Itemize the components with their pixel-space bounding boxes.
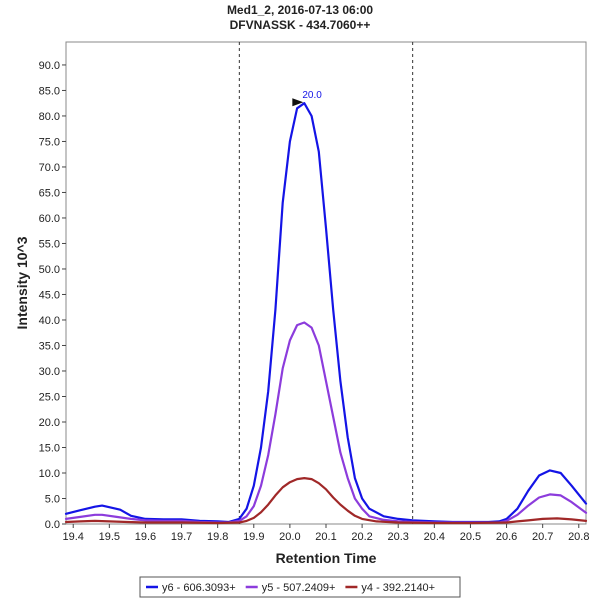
x-tick-label: 20.6 xyxy=(496,531,517,543)
peak-label: 20.0 xyxy=(302,90,322,101)
x-tick-label: 19.9 xyxy=(243,531,264,543)
x-tick-label: 20.5 xyxy=(460,531,481,543)
y-tick-label: 40.0 xyxy=(39,315,60,327)
y-tick-label: 45.0 xyxy=(39,289,60,301)
series-line xyxy=(64,102,588,524)
x-tick-label: 20.2 xyxy=(351,531,372,543)
x-tick-label: 20.0 xyxy=(279,531,300,543)
x-axis: 19.4 19.5 19.6 19.7 19.8 19.9 20.0 20.1 20.2 20.3… xyxy=(63,524,589,543)
y-tick-label: 80.0 xyxy=(39,111,60,123)
y-tick-label: 0.0 xyxy=(45,519,60,531)
x-tick-label: 19.6 xyxy=(135,531,156,543)
x-tick-label: 20.8 xyxy=(568,531,589,543)
legend-entry: y6 - 606.3093+ xyxy=(162,582,236,594)
series-line xyxy=(64,321,588,524)
plot-area xyxy=(65,41,587,525)
chart-title: Med1_2, 2016-07-13 06:00 xyxy=(227,3,373,17)
y-tick-label: 10.0 xyxy=(39,468,60,480)
y-tick-label: 60.0 xyxy=(39,213,60,225)
y-axis-title: Intensity 10^3 xyxy=(14,236,30,329)
peak-annotation: 20.0 xyxy=(292,90,322,107)
y-tick-label: 35.0 xyxy=(39,340,60,352)
x-tick-label: 20.1 xyxy=(315,531,336,543)
integration-boundaries xyxy=(238,42,414,524)
x-tick-label: 20.3 xyxy=(388,531,409,543)
x-tick-label: 19.8 xyxy=(207,531,228,543)
series-line xyxy=(64,477,588,525)
y-tick-label: 90.0 xyxy=(39,60,60,72)
y-tick-label: 25.0 xyxy=(39,391,60,403)
y-tick-label: 20.0 xyxy=(39,417,60,429)
x-tick-label: 19.5 xyxy=(99,531,120,543)
legend-entry: y5 - 507.2409+ xyxy=(262,582,336,594)
x-tick-label: 20.7 xyxy=(532,531,553,543)
y-tick-label: 85.0 xyxy=(39,85,60,97)
chart-subtitle: DFVNASSK - 434.7060++ xyxy=(230,18,371,32)
y-tick-label: 15.0 xyxy=(39,442,60,454)
x-tick-label: 20.4 xyxy=(424,531,445,543)
x-tick-label: 19.7 xyxy=(171,531,192,543)
series-layer xyxy=(64,102,588,525)
legend-box xyxy=(139,576,461,598)
y-axis: 0.0 5.0 10.0 15.0 20.0 25.0 30.0 35.0 40.0 45.0 50… xyxy=(39,60,66,531)
peak-marker xyxy=(292,98,304,107)
y-tick-label: 75.0 xyxy=(39,136,60,148)
y-tick-label: 55.0 xyxy=(39,238,60,250)
y-tick-label: 65.0 xyxy=(39,187,60,199)
y-tick-label: 30.0 xyxy=(39,366,60,378)
legend-entry: y4 - 392.2140+ xyxy=(361,582,435,594)
y-tick-label: 70.0 xyxy=(39,162,60,174)
x-axis-title: Retention Time xyxy=(276,550,377,566)
x-tick-label: 19.4 xyxy=(63,531,84,543)
y-tick-label: 5.0 xyxy=(45,493,60,505)
legend: y6 - 606.3093+ y5 - 507.2409+ y4 - 392.214… xyxy=(139,576,461,598)
y-tick-label: 50.0 xyxy=(39,264,60,276)
